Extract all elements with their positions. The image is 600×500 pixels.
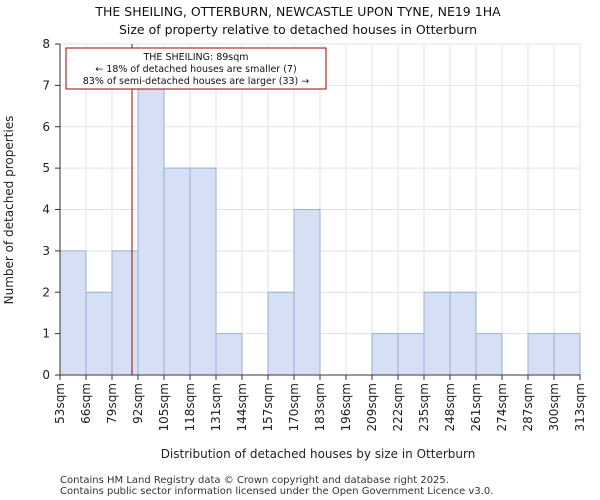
x-tick-label: 157sqm xyxy=(261,383,275,431)
bar-235sqm xyxy=(423,291,451,376)
y-tick-label: 3 xyxy=(42,244,50,258)
x-tick-label: 313sqm xyxy=(573,383,587,431)
x-tick-label: 105sqm xyxy=(157,383,171,431)
x-tick-label: 183sqm xyxy=(313,383,327,431)
x-tick-labels: 53sqm 66sqm 79sqm 92sqm 105sqm 118sqm 131sqm 14… xyxy=(53,383,587,431)
bar-79sqm xyxy=(111,250,139,376)
annotation-box: THE SHEILING: 89sqm ← 18% of detached ho… xyxy=(65,47,327,90)
y-axis-label: Number of detached properties xyxy=(2,116,16,305)
bar-131sqm xyxy=(215,333,243,376)
x-tick-label: 261sqm xyxy=(469,383,483,431)
bar-53sqm xyxy=(59,250,87,376)
x-axis-label: Distribution of detached houses by size … xyxy=(161,447,476,461)
x-tick-label: 196sqm xyxy=(339,383,353,431)
x-tick-label: 79sqm xyxy=(105,383,119,424)
chart-title-line2: Size of property relative to detached ho… xyxy=(119,22,477,37)
y-tick-label: 4 xyxy=(42,203,50,217)
bar-66sqm xyxy=(85,291,113,376)
x-tick-label: 209sqm xyxy=(365,383,379,431)
y-tick-labels: 0 1 2 3 4 5 6 7 8 xyxy=(42,37,50,382)
x-tick-label: 222sqm xyxy=(391,383,405,431)
x-tick-label: 66sqm xyxy=(79,383,93,424)
bar-300sqm xyxy=(553,333,581,376)
x-tick-label: 131sqm xyxy=(209,383,223,431)
footer-line2: Contains public sector information licen… xyxy=(60,486,493,497)
y-tick-label: 7 xyxy=(42,78,50,92)
annotation-line1: THE SHEILING: 89sqm xyxy=(142,52,248,63)
bar-157sqm xyxy=(267,291,295,376)
y-tick-label: 0 xyxy=(42,368,50,382)
bar-105sqm xyxy=(163,167,191,376)
bars xyxy=(59,84,581,376)
x-tick-label: 92sqm xyxy=(131,383,145,424)
x-tick-label: 287sqm xyxy=(521,383,535,431)
bar-261sqm xyxy=(475,333,503,376)
annotation-line3: 83% of semi-detached houses are larger (… xyxy=(83,76,310,87)
footer-line1: Contains HM Land Registry data © Crown c… xyxy=(60,475,449,486)
x-tick-label: 53sqm xyxy=(53,383,67,424)
x-tick-label: 274sqm xyxy=(495,383,509,431)
bar-222sqm xyxy=(397,333,425,376)
y-tick-label: 2 xyxy=(42,285,50,299)
x-tick-label: 235sqm xyxy=(417,383,431,431)
bar-92sqm xyxy=(137,84,165,376)
annotation-line2: ← 18% of detached houses are smaller (7) xyxy=(95,64,296,75)
y-tick-label: 5 xyxy=(42,161,50,175)
axes xyxy=(55,43,581,380)
x-tick-label: 144sqm xyxy=(235,383,249,431)
x-tick-label: 118sqm xyxy=(183,383,197,431)
y-tick-label: 6 xyxy=(42,120,50,134)
bar-248sqm xyxy=(449,291,477,376)
chart-title-line1: THE SHEILING, OTTERBURN, NEWCASTLE UPON … xyxy=(94,4,501,19)
bar-170sqm xyxy=(293,209,321,376)
x-tick-label: 300sqm xyxy=(547,383,561,431)
bar-209sqm xyxy=(371,333,399,376)
x-tick-label: 248sqm xyxy=(443,383,457,431)
x-tick-label: 170sqm xyxy=(287,383,301,431)
y-tick-label: 8 xyxy=(42,37,50,51)
bar-287sqm xyxy=(527,333,555,376)
y-tick-label: 1 xyxy=(42,327,50,341)
bar-118sqm xyxy=(189,167,217,376)
